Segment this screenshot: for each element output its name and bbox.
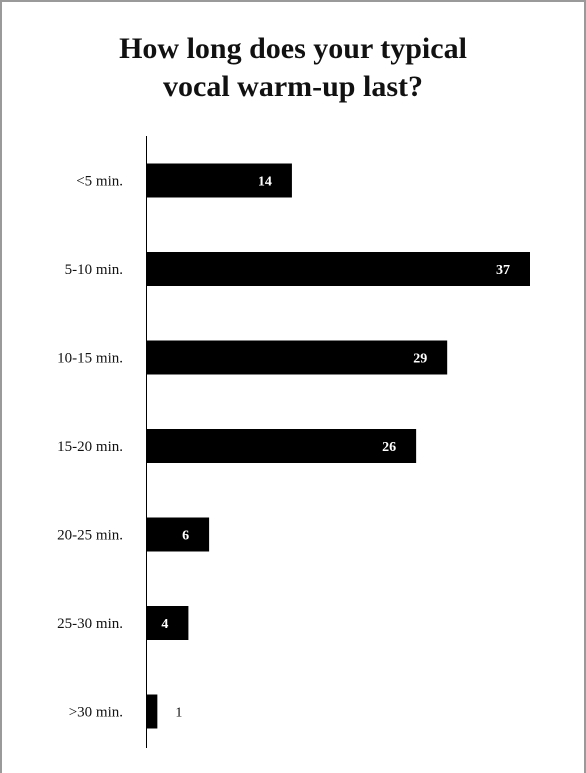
category-label: 10-15 min. (57, 351, 123, 367)
chart-title-line-2: vocal warm-up last? (163, 70, 423, 103)
value-label: 1 (175, 706, 182, 721)
bar (147, 429, 417, 463)
category-label: 5-10 min. (65, 262, 123, 278)
value-label: 14 (258, 175, 272, 190)
bar (147, 163, 292, 198)
category-label: 15-20 min. (57, 439, 123, 455)
bar (147, 694, 158, 729)
bar (147, 517, 210, 552)
value-label: 6 (182, 529, 189, 544)
bar (147, 606, 189, 640)
category-label: 25-30 min. (57, 616, 123, 632)
bar (147, 340, 448, 375)
chart-title: How long does your typical vocal warm-up… (20, 30, 566, 106)
category-label: >30 min. (69, 705, 123, 721)
value-label: 29 (413, 352, 427, 367)
value-label: 4 (161, 617, 168, 632)
chart-title-line-1: How long does your typical (119, 32, 467, 65)
category-label: 20-25 min. (57, 528, 123, 544)
category-label: <5 min. (76, 174, 123, 190)
bar (147, 252, 530, 286)
value-label: 26 (382, 440, 396, 455)
value-label: 37 (496, 263, 510, 278)
